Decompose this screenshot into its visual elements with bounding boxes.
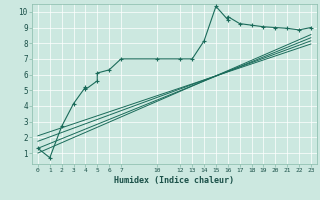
X-axis label: Humidex (Indice chaleur): Humidex (Indice chaleur) (115, 176, 234, 185)
